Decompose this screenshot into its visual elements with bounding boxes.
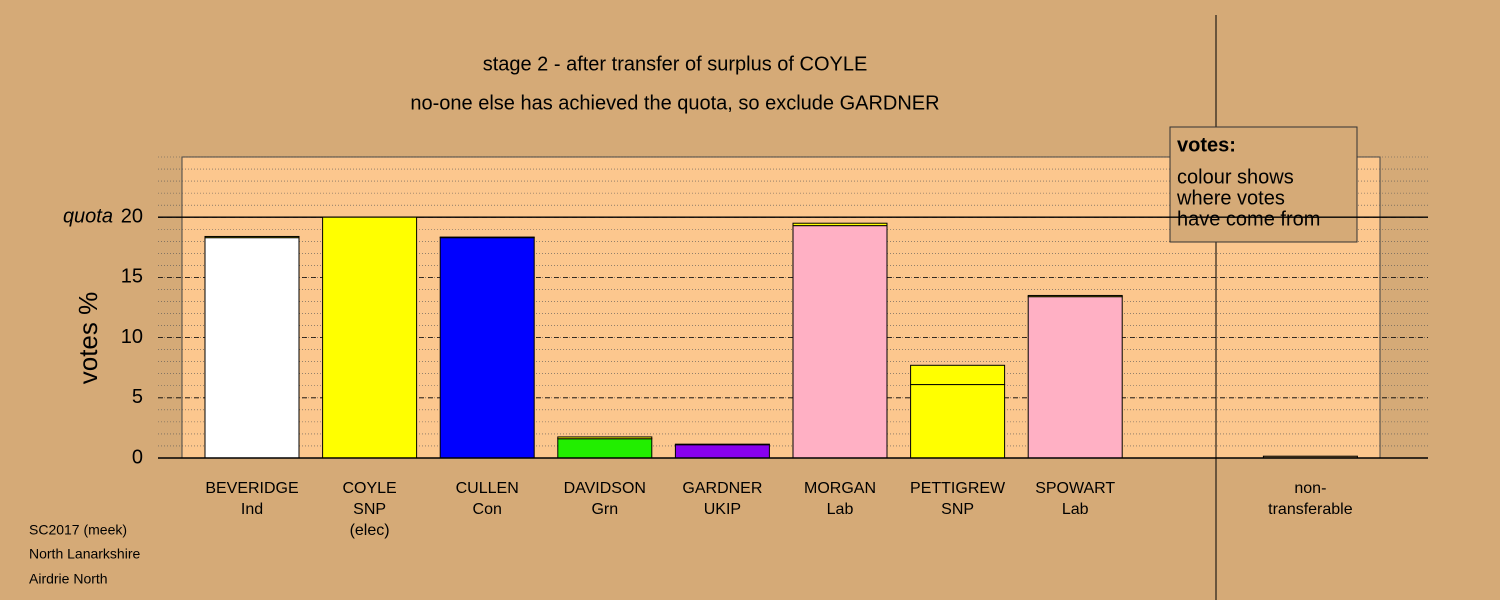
y-tick-label: 20 xyxy=(121,205,143,227)
x-tick-label: Ind xyxy=(241,501,263,518)
bar-segment xyxy=(439,236,535,239)
x-tick-label: transferable xyxy=(1268,501,1353,518)
x-tick-label: GARDNER xyxy=(682,480,762,497)
x-tick-label: Lab xyxy=(1062,501,1089,518)
legend-text: have come from xyxy=(1177,208,1320,230)
legend-text: where votes xyxy=(1176,187,1285,209)
bar-segment xyxy=(204,237,300,459)
y-axis-label: votes % xyxy=(73,292,103,385)
x-tick-label: CULLEN xyxy=(456,480,519,497)
x-tick-label: SNP xyxy=(941,501,974,518)
bar-segment xyxy=(1027,294,1123,298)
y-tick-label: 0 xyxy=(132,446,143,468)
x-tick-label: PETTIGREW xyxy=(910,480,1006,497)
x-tick-label: SNP xyxy=(353,501,386,518)
x-tick-label: SPOWART xyxy=(1035,480,1115,497)
bar-segment xyxy=(910,384,1006,459)
bar-segment xyxy=(557,436,653,440)
footer-text: North Lanarkshire xyxy=(29,546,140,562)
bar-segment xyxy=(439,237,535,459)
bar-segment xyxy=(792,222,888,227)
legend-text: colour shows xyxy=(1177,166,1294,188)
x-tick-label: Lab xyxy=(827,501,854,518)
chart-title: stage 2 - after transfer of surplus of C… xyxy=(483,53,868,75)
x-tick-label: COYLE xyxy=(342,480,396,497)
x-tick-label: UKIP xyxy=(704,501,741,518)
x-tick-label: non- xyxy=(1294,480,1326,497)
x-tick-label: MORGAN xyxy=(804,480,876,497)
bar-segment xyxy=(792,225,888,459)
x-tick-label: (elec) xyxy=(350,522,390,539)
bar-segment xyxy=(910,364,1006,386)
y-tick-label: 5 xyxy=(132,386,143,408)
x-tick-label: DAVIDSON xyxy=(564,480,646,497)
legend-title: votes: xyxy=(1177,134,1236,156)
bar-segment xyxy=(674,444,770,459)
x-tick-label: Grn xyxy=(591,501,618,518)
footer-text: Airdrie North xyxy=(29,571,108,587)
bar-segment xyxy=(674,443,770,446)
y-tick-label: 15 xyxy=(121,266,143,288)
footer-text: SC2017 (meek) xyxy=(29,522,127,538)
quota-label: quota xyxy=(63,205,113,227)
y-tick-label: 10 xyxy=(121,326,143,348)
bar-segment xyxy=(557,438,653,459)
x-tick-label: Con xyxy=(473,501,502,518)
bar-segment xyxy=(322,216,418,459)
legend-box xyxy=(1169,126,1358,243)
x-tick-label: BEVERIDGE xyxy=(205,480,298,497)
bar-segment xyxy=(1027,296,1123,459)
legend: votes: colour shows where votes have com… xyxy=(1169,126,1358,243)
chart-subtitle: no-one else has achieved the quota, so e… xyxy=(410,92,939,114)
bar-segment xyxy=(204,235,300,239)
